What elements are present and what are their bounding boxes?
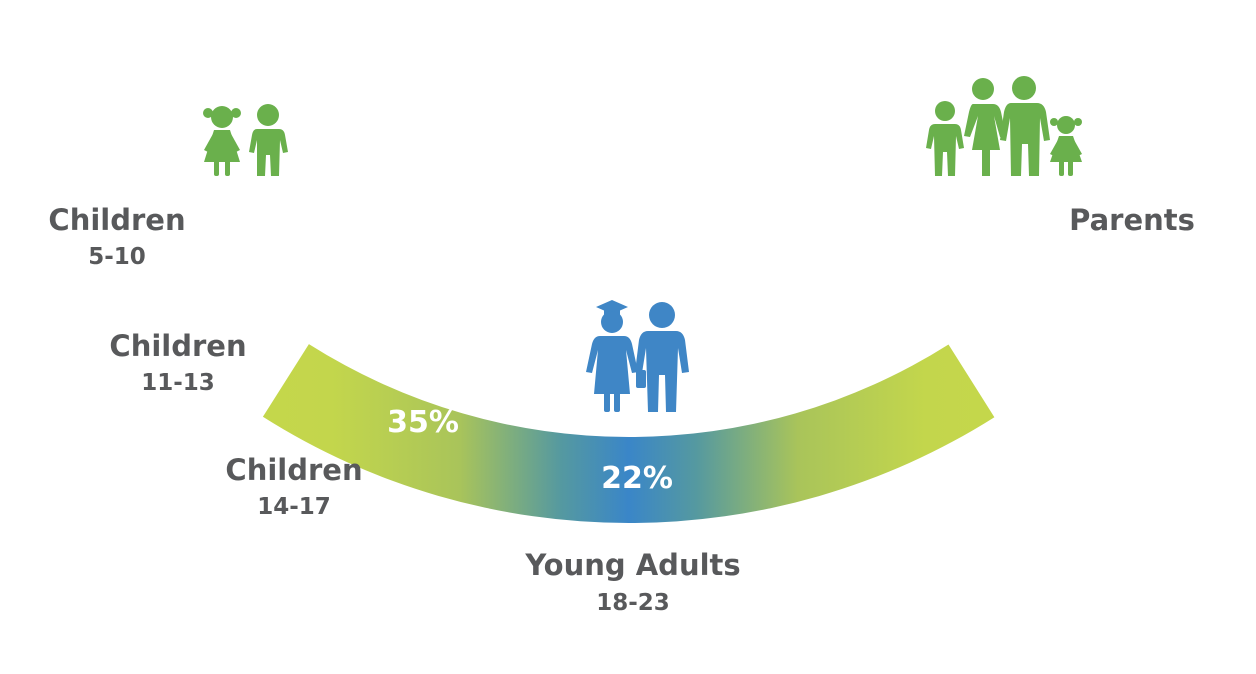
value-children-5-10: 45%	[223, 200, 295, 235]
label-children-11-13-name: Children	[109, 329, 246, 363]
label-children-14-17-name: Children	[225, 453, 362, 487]
graduate-and-businessman-icon	[586, 300, 689, 412]
label-children-5-10-range: 5-10	[88, 244, 146, 270]
label-young-adults-range: 18-23	[596, 590, 670, 616]
value-children-11-13: 34%	[281, 308, 353, 343]
label-parents-name: Parents	[1069, 203, 1195, 237]
value-parents: 42%	[963, 200, 1035, 235]
value-children-14-17: 35%	[387, 405, 459, 440]
label-young-adults-name: Young Adults	[524, 548, 740, 582]
family-icon	[926, 76, 1082, 176]
girl-and-boy-icon	[203, 104, 288, 176]
label-children-14-17-range: 14-17	[257, 494, 331, 520]
label-children-11-13-range: 11-13	[141, 370, 215, 396]
gradient-arc-band	[262, 344, 995, 524]
value-young-adults: 22%	[601, 461, 673, 496]
label-children-5-10-name: Children	[48, 203, 185, 237]
